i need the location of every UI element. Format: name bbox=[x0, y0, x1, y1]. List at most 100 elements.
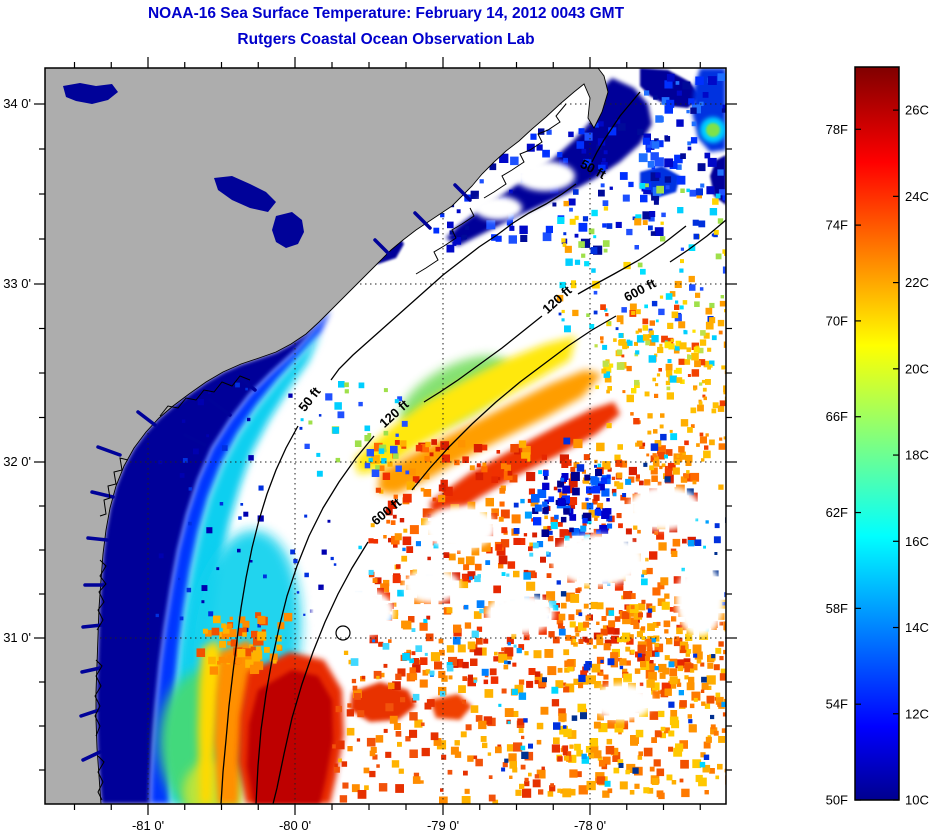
sst-speckle bbox=[570, 635, 576, 641]
sst-speckle bbox=[406, 546, 414, 553]
sst-speckle bbox=[544, 505, 549, 510]
sst-speckle bbox=[402, 547, 406, 552]
sst-speckle bbox=[538, 470, 543, 475]
sst-speckle bbox=[690, 668, 695, 673]
sst-speckle bbox=[462, 456, 469, 463]
sst-speckle bbox=[659, 295, 664, 299]
sst-speckle bbox=[652, 526, 660, 534]
sst-speckle bbox=[494, 651, 498, 656]
sst-speckle bbox=[609, 363, 614, 368]
sst-speckle bbox=[440, 213, 445, 218]
sst-speckle bbox=[572, 639, 577, 643]
sst-speckle bbox=[690, 137, 698, 144]
sst-speckle bbox=[699, 287, 704, 291]
sst-speckle bbox=[695, 292, 701, 298]
sst-speckle bbox=[304, 443, 310, 449]
sst-speckle bbox=[664, 80, 673, 89]
sst-speckle bbox=[446, 244, 455, 253]
sst-speckle bbox=[623, 673, 632, 683]
sst-speckle bbox=[701, 458, 705, 462]
sst-speckle bbox=[607, 386, 612, 391]
sst-speckle bbox=[481, 466, 488, 473]
sst-speckle bbox=[604, 375, 612, 383]
sst-speckle bbox=[563, 508, 570, 515]
sst-speckle bbox=[375, 487, 381, 493]
sst-speckle bbox=[701, 379, 706, 384]
sst-speckle bbox=[619, 658, 627, 666]
sst-speckle bbox=[617, 759, 624, 765]
sst-speckle bbox=[372, 754, 378, 760]
sst-speckle bbox=[574, 743, 581, 751]
colorbar-f-label: 58F bbox=[826, 601, 848, 616]
sst-speckle bbox=[626, 365, 632, 372]
sst-speckle bbox=[630, 617, 638, 625]
sst-speckle bbox=[608, 620, 616, 628]
sst-speckle bbox=[614, 723, 624, 733]
estuary-finger bbox=[413, 211, 432, 230]
sst-speckle bbox=[364, 425, 371, 432]
sst-speckle bbox=[440, 479, 448, 488]
sst-speckle bbox=[569, 514, 577, 521]
sst-speckle bbox=[568, 131, 574, 138]
sst-speckle bbox=[389, 715, 398, 724]
sst-speckle bbox=[651, 475, 658, 482]
sst-speckle bbox=[669, 161, 678, 169]
sst-speckle bbox=[511, 688, 518, 695]
sst-speckle bbox=[607, 467, 612, 472]
sst-speckle bbox=[671, 311, 679, 319]
sst-speckle bbox=[721, 728, 726, 733]
sst-speckle bbox=[581, 753, 587, 760]
sst-speckle bbox=[559, 454, 569, 464]
axes-frame bbox=[34, 57, 737, 815]
sst-speckle bbox=[661, 463, 666, 468]
sst-speckle bbox=[430, 732, 439, 741]
sst-speckle bbox=[516, 647, 522, 654]
sst-speckle bbox=[339, 795, 348, 803]
sst-speckle bbox=[603, 643, 611, 651]
sst-speckle bbox=[602, 360, 609, 367]
sst-speckle bbox=[196, 648, 206, 657]
sst-speckle bbox=[229, 616, 233, 620]
sst-speckle bbox=[333, 766, 340, 773]
sst-speckle bbox=[457, 644, 466, 653]
sst-speckle bbox=[578, 674, 586, 683]
sst-speckle bbox=[547, 791, 554, 797]
sst-speckle bbox=[537, 489, 547, 498]
sst-speckle bbox=[542, 507, 549, 514]
sst-speckle bbox=[645, 340, 651, 346]
sst-speckle bbox=[186, 587, 192, 593]
sst-speckle bbox=[369, 750, 376, 757]
sst-speckle bbox=[253, 650, 263, 660]
coastline-detail bbox=[94, 659, 103, 737]
sst-speckle bbox=[648, 225, 653, 231]
sst-speckle bbox=[618, 333, 624, 338]
sst-speckle bbox=[409, 749, 418, 758]
sst-speckle bbox=[581, 253, 586, 258]
sst-speckle bbox=[664, 136, 671, 142]
sst-speckle bbox=[700, 752, 706, 758]
sst-speckle bbox=[596, 621, 600, 625]
sst-speckle bbox=[666, 73, 675, 82]
sst-speckle bbox=[563, 728, 572, 738]
sst-speckle bbox=[179, 473, 185, 478]
sst-speckle bbox=[433, 738, 442, 746]
sst-speckle bbox=[675, 300, 679, 304]
sst-speckle bbox=[376, 764, 380, 768]
sst-speckle bbox=[420, 487, 425, 492]
sst-speckle bbox=[696, 443, 700, 447]
sst-speckle bbox=[666, 638, 673, 645]
sst-speckle bbox=[705, 520, 709, 524]
sst-speckle bbox=[344, 389, 349, 394]
sst-speckle bbox=[629, 717, 635, 723]
sst-speckle bbox=[390, 520, 396, 525]
sst-speckle bbox=[676, 377, 683, 383]
sst-speckle bbox=[441, 454, 450, 463]
sst-speckle bbox=[558, 312, 562, 316]
sst-speckle bbox=[555, 538, 564, 547]
sst-speckle bbox=[567, 486, 575, 494]
sst-speckle bbox=[223, 658, 229, 663]
sst-speckle bbox=[358, 545, 362, 550]
sst-speckle bbox=[633, 611, 643, 620]
sst-speckle bbox=[509, 225, 515, 231]
